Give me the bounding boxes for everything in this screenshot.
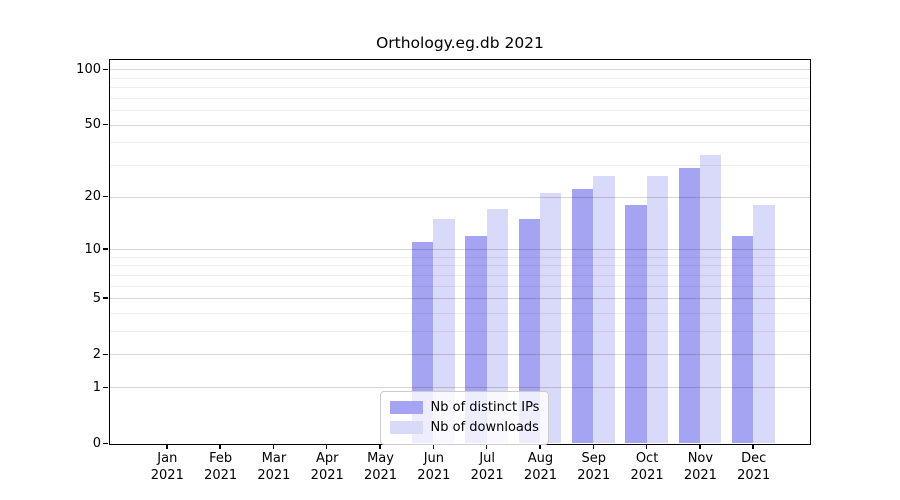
legend-label-distinct-ips: Nb of distinct IPs [430, 400, 540, 415]
plot-area: Nb of distinct IPs Nb of downloads [103, 58, 811, 449]
x-tick-label-aug: Aug 2021 [500, 451, 580, 484]
bar-distinct_ips-oct [625, 204, 647, 444]
x-tick-jul [485, 443, 488, 449]
gridline-minor-40 [109, 142, 810, 144]
gridline-minor-90 [109, 77, 810, 79]
month-label: Jul [479, 451, 495, 466]
y-tick-label-0: 0 [92, 436, 101, 451]
month-label: May [367, 451, 394, 466]
legend: Nb of distinct IPs Nb of downloads [379, 390, 550, 445]
x-tick-label-mar: Mar 2021 [234, 451, 314, 484]
month-label: Apr [315, 451, 339, 466]
x-tick-may [379, 443, 381, 449]
legend-item-downloads: Nb of downloads [389, 418, 540, 438]
y-tick-label-100: 100 [76, 61, 101, 77]
bar-distinct_ips-nov [678, 167, 700, 444]
x-tick-label-apr: Apr 2021 [287, 451, 367, 484]
month-label: Mar [261, 451, 287, 466]
x-tick-aug [539, 443, 541, 449]
y-tick-50 [103, 123, 108, 126]
x-tick-label-feb: Feb 2021 [181, 451, 261, 484]
y-tick-label-10: 10 [84, 241, 101, 257]
month-label: Sep [581, 451, 607, 466]
x-tick-feb [219, 443, 221, 449]
month-label: Aug [527, 451, 554, 466]
y-tick-label-5: 5 [92, 290, 101, 306]
x-tick-label-may: May 2021 [341, 451, 421, 484]
y-tick-100 [103, 68, 108, 71]
x-tick-label-sep: Sep 2021 [554, 451, 634, 484]
y-tick-0 [103, 442, 108, 445]
year-label: 2021 [577, 467, 611, 483]
year-label: 2021 [310, 467, 344, 483]
month-label: Jan [157, 451, 178, 466]
year-label: 2021 [737, 467, 771, 483]
y-tick-label-2: 2 [92, 346, 101, 362]
y-tick-label-20: 20 [84, 189, 101, 205]
year-label: 2021 [363, 467, 398, 483]
x-tick-label-jan: Jan 2021 [127, 451, 207, 484]
x-tick-label-jul: Jul 2021 [447, 451, 527, 484]
gridline-major-100 [109, 69, 810, 71]
bar-downloads-aug [539, 192, 562, 444]
bar-distinct_ips-sep [571, 189, 594, 444]
month-label: Feb [209, 451, 233, 466]
y-tick-5 [103, 297, 108, 299]
year-label: 2021 [630, 467, 664, 483]
year-label: 2021 [204, 467, 238, 483]
bar-downloads-jul [486, 209, 509, 444]
x-tick-jun [432, 443, 435, 449]
y-tick-label-50: 50 [84, 117, 101, 133]
bar-downloads-jun [433, 218, 455, 444]
x-tick-label-nov: Nov 2021 [660, 451, 740, 484]
month-label: Jun [423, 451, 444, 466]
month-label: Dec [741, 451, 767, 466]
gridline-minor-60 [109, 110, 810, 112]
year-label: 2021 [683, 467, 717, 483]
gridline-minor-70 [109, 97, 810, 99]
month-label: Nov [687, 451, 714, 466]
year-label: 2021 [523, 467, 558, 483]
y-tick-2 [103, 353, 108, 356]
legend-item-distinct-ips: Nb of distinct IPs [389, 398, 540, 418]
y-tick-label-1: 1 [92, 379, 101, 395]
x-tick-nov [699, 443, 701, 449]
y-tick-20 [103, 195, 108, 198]
y-tick-10 [103, 248, 108, 250]
x-tick-jan [166, 443, 168, 449]
x-tick-apr [325, 443, 328, 449]
bar-distinct_ips-aug [518, 218, 540, 444]
legend-label-downloads: Nb of downloads [430, 420, 539, 435]
year-label: 2021 [257, 467, 291, 483]
x-tick-mar [272, 443, 275, 449]
bar-downloads-oct [646, 176, 668, 444]
month-label: Oct [635, 451, 659, 466]
bar-downloads-nov [699, 155, 722, 444]
year-label: 2021 [470, 467, 504, 483]
bar-downloads-dec [753, 204, 775, 444]
x-tick-label-dec: Dec 2021 [714, 451, 794, 484]
x-tick-dec [752, 443, 754, 449]
gridline-major-50 [109, 124, 810, 126]
x-tick-label-oct: Oct 2021 [607, 451, 687, 484]
x-tick-oct [645, 443, 648, 449]
year-label: 2021 [150, 467, 184, 483]
y-tick-1 [103, 386, 108, 389]
x-tick-sep [592, 443, 595, 449]
legend-swatch-downloads [389, 421, 423, 434]
bar-downloads-sep [593, 176, 615, 444]
gridline-minor-80 [109, 87, 810, 89]
legend-swatch-distinct-ips [389, 401, 423, 414]
chart-title: Orthology.eg.db 2021 [376, 34, 544, 52]
bar-distinct_ips-dec [731, 235, 754, 444]
x-tick-label-jun: Jun 2021 [394, 451, 474, 484]
year-label: 2021 [417, 467, 451, 483]
